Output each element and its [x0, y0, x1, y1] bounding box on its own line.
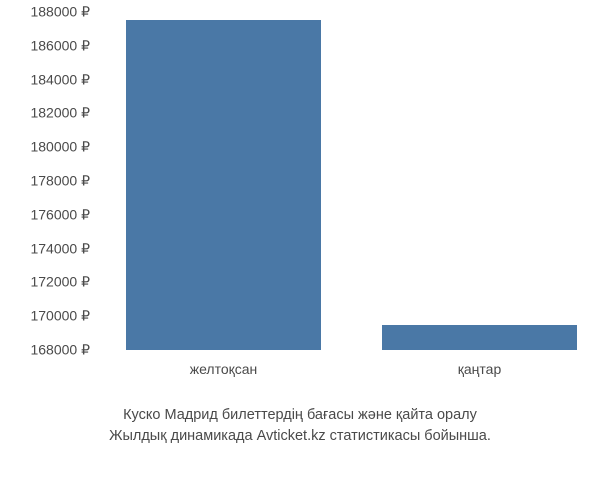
y-axis: 168000 ₽170000 ₽172000 ₽174000 ₽176000 ₽…	[0, 12, 94, 350]
y-tick-label: 186000 ₽	[30, 37, 90, 54]
plot-area	[94, 12, 590, 350]
y-tick-label: 188000 ₽	[30, 4, 90, 21]
x-axis: желтоқсан қаңтар	[94, 355, 590, 385]
y-tick-label: 174000 ₽	[30, 240, 90, 257]
x-tick-label: қаңтар	[458, 361, 501, 377]
y-tick-label: 176000 ₽	[30, 206, 90, 223]
y-tick-label: 168000 ₽	[30, 342, 90, 359]
bar	[126, 20, 321, 350]
chart-container: 168000 ₽ 170000 ₽ 172000 ₽ 174000 ₽ 176000 ₽…	[0, 0, 600, 500]
y-tick-label: 180000 ₽	[30, 139, 90, 156]
y-tick-label: 172000 ₽	[30, 274, 90, 291]
y-tick-label: 182000 ₽	[30, 105, 90, 122]
chart-caption: Куско Мадрид билеттердің бағасы және қай…	[0, 405, 600, 449]
caption-line-2: Жылдық динамикада Avticket.kz статистика…	[0, 426, 600, 448]
caption-line-1: Куско Мадрид билеттердің бағасы және қай…	[0, 405, 600, 427]
x-tick-label: желтоқсан	[190, 361, 258, 377]
y-tick-label: 178000 ₽	[30, 173, 90, 190]
bar	[382, 325, 577, 350]
y-tick-label: 170000 ₽	[30, 308, 90, 325]
y-tick-label: 184000 ₽	[30, 71, 90, 88]
